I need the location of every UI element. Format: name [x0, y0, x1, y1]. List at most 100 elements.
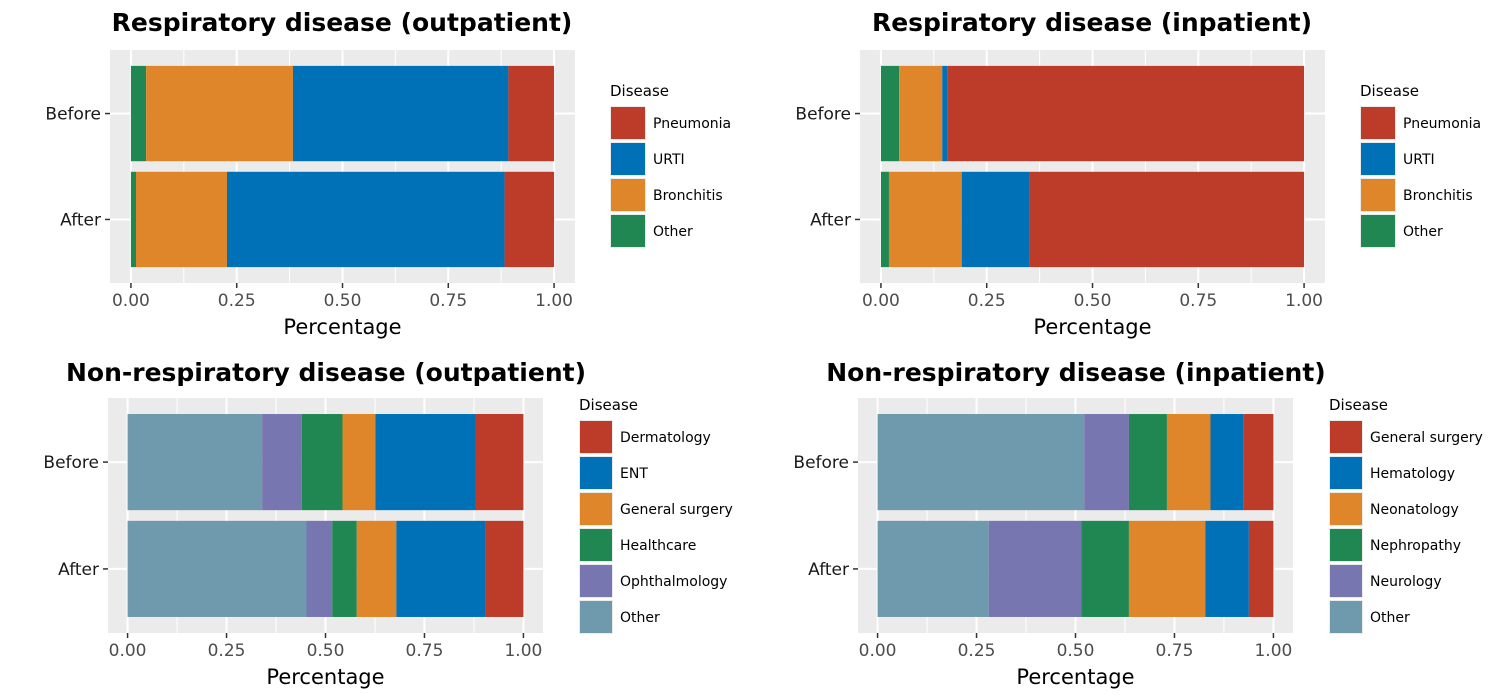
bar-segment-after-ophthalmology — [306, 520, 333, 617]
legend-swatch — [1330, 565, 1362, 597]
chart-panel-1: Respiratory disease (outpatient) Before Af… — [45, 8, 731, 339]
bar-segment-before-urti — [942, 65, 948, 162]
bar-segment-after-hematology — [1205, 520, 1249, 617]
x-tick-label: 0.75 — [406, 641, 444, 661]
legend-swatch — [611, 215, 645, 247]
chart-title: Non-respiratory disease (inpatient) — [826, 358, 1325, 387]
legend-swatch — [1330, 457, 1362, 489]
chart-panel-3: Non-respiratory disease (outpatient) Befo… — [43, 358, 732, 689]
bar-segment-after-general-surgery — [1248, 520, 1274, 617]
legend-label: Other — [653, 224, 693, 240]
x-tick-label: 1.00 — [1254, 641, 1292, 661]
legend-label: Bronchitis — [1403, 188, 1473, 204]
legend-swatch — [580, 565, 612, 597]
legend-swatch — [580, 457, 612, 489]
legend-swatch — [611, 107, 645, 139]
bar-segment-before-urti — [292, 65, 509, 162]
x-tick-label: 0.00 — [109, 641, 147, 661]
x-tick-label: 0.50 — [307, 641, 345, 661]
legend-title: Disease — [1329, 396, 1388, 414]
y-tick-label: Before — [43, 453, 99, 473]
x-axis-title: Percentage — [1033, 315, 1151, 339]
legend-label: Nephropathy — [1370, 538, 1461, 554]
bar-segment-before-neonatology — [1166, 414, 1211, 511]
legend-swatch — [1330, 529, 1362, 561]
legend-label: Other — [1403, 224, 1443, 240]
bar-segment-before-general-surgery — [1243, 414, 1274, 511]
bar-segment-after-ent — [396, 520, 486, 617]
legend-title: Disease — [579, 396, 638, 414]
bar-segment-before-other — [127, 414, 263, 511]
legend-label: Other — [620, 610, 660, 626]
x-axis-title: Percentage — [266, 665, 384, 689]
bar-segment-after-urti — [961, 171, 1030, 268]
bar-segment-before-ent — [375, 414, 476, 511]
bar-segment-before-neurology — [1084, 414, 1129, 511]
legend-label: Other — [1370, 610, 1410, 626]
x-tick-label: 0.50 — [324, 291, 362, 311]
legend-label: Neonatology — [1370, 502, 1459, 518]
bar-segment-after-other — [877, 520, 989, 617]
legend-swatch — [580, 601, 612, 633]
bar-segment-before-general-surgery — [342, 414, 376, 511]
bar-segment-after-bronchitis — [136, 171, 227, 268]
legend-label: URTI — [653, 152, 685, 168]
chart-panel-4: Non-respiratory disease (inpatient) Befor… — [793, 358, 1482, 689]
legend: Disease Pneumonia URTI Bronchitis Other — [1360, 82, 1481, 248]
x-tick-label: 0.25 — [208, 641, 246, 661]
legend-swatch — [1361, 179, 1395, 211]
legend: Disease Pneumonia URTI Bronchitis Other — [610, 82, 731, 248]
bar-segment-before-pneumonia — [508, 65, 555, 162]
legend-swatch — [1361, 143, 1395, 175]
bar-segment-after-neurology — [988, 520, 1082, 617]
bar-segment-before-bronchitis — [899, 65, 943, 162]
legend-swatch — [1361, 215, 1395, 247]
bar-segment-before-other — [877, 414, 1085, 511]
bar-segment-after-other — [880, 171, 889, 268]
legend-label: Neurology — [1370, 574, 1442, 590]
y-tick-label: Before — [795, 105, 851, 125]
x-tick-label: 1.00 — [1285, 291, 1323, 311]
x-tick-label: 1.00 — [535, 291, 573, 311]
bar-segment-after-bronchitis — [888, 171, 962, 268]
x-tick-label: 0.50 — [1074, 291, 1112, 311]
x-tick-label: 0.25 — [968, 291, 1006, 311]
x-tick-label: 0.25 — [958, 641, 996, 661]
legend-swatch — [1361, 107, 1395, 139]
bar-segment-after-neonatology — [1128, 520, 1206, 617]
legend-swatch — [1330, 601, 1362, 633]
legend-swatch — [580, 493, 612, 525]
legend-label: ENT — [620, 466, 648, 482]
x-axis-title: Percentage — [1016, 665, 1134, 689]
bar-segment-before-bronchitis — [146, 65, 293, 162]
bar-segment-before-pneumonia — [947, 65, 1305, 162]
y-tick-label: After — [808, 560, 849, 580]
bar-segment-before-healthcare — [301, 414, 343, 511]
chart-panel-2: Respiratory disease (inpatient) Before Aft… — [795, 8, 1481, 339]
x-tick-label: 0.75 — [429, 291, 467, 311]
legend-label: Pneumonia — [1403, 116, 1481, 132]
bar-segment-after-general-surgery — [356, 520, 397, 617]
legend-swatch — [611, 179, 645, 211]
bar-segment-after-nephropathy — [1081, 520, 1129, 617]
x-tick-label: 0.00 — [862, 291, 900, 311]
bar-segment-before-nephropathy — [1128, 414, 1167, 511]
legend-label: Hematology — [1370, 466, 1455, 482]
y-tick-label: After — [58, 560, 99, 580]
bar-segment-before-hematology — [1210, 414, 1244, 511]
bar-segment-after-other — [127, 520, 307, 617]
x-tick-label: 1.00 — [504, 641, 542, 661]
legend-label: Dermatology — [620, 430, 711, 446]
legend-swatch — [1330, 493, 1362, 525]
x-tick-label: 0.00 — [859, 641, 897, 661]
legend-label: Pneumonia — [653, 116, 731, 132]
bar-segment-after-pneumonia — [1029, 171, 1305, 268]
legend-label: Healthcare — [620, 538, 696, 554]
bar-segment-after-pneumonia — [504, 171, 555, 268]
x-tick-label: 0.75 — [1179, 291, 1217, 311]
legend-label: URTI — [1403, 152, 1435, 168]
legend-swatch — [1330, 421, 1362, 453]
legend-swatch — [611, 143, 645, 175]
legend-label: Bronchitis — [653, 188, 723, 204]
